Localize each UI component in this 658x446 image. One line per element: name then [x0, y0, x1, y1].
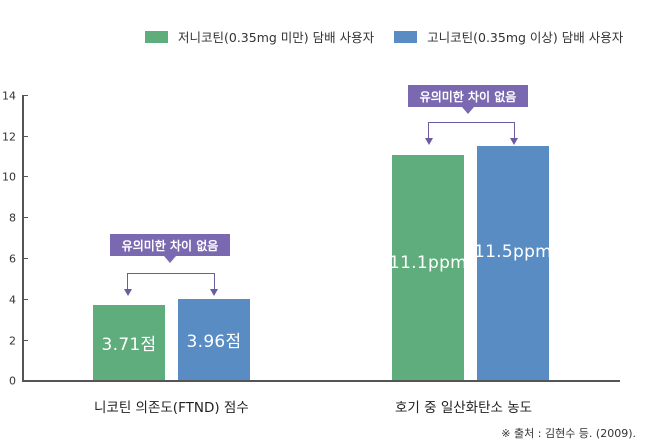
y-tick: [23, 340, 28, 342]
arrow-down-icon: [124, 289, 132, 296]
arrow-down-icon: [510, 138, 518, 145]
legend-swatch-blue: [394, 30, 418, 43]
legend-item-low-nicotine: 저니코틴(0.35mg 미만) 담배 사용자: [145, 27, 374, 46]
y-tick: [23, 136, 28, 138]
callout-text: 유의미한 차이 없음: [419, 89, 517, 104]
y-tick: [23, 95, 28, 97]
legend-label-low-nicotine: 저니코틴(0.35mg 미만) 담배 사용자: [178, 30, 375, 45]
category-label-ftnd: 니코틴 의존도(FTND) 점수: [94, 400, 249, 416]
y-axis: [22, 95, 24, 381]
no-significant-difference-callout-right: 유의미한 차이 없음: [408, 85, 528, 114]
bar-value-label: 3.71점: [101, 335, 157, 355]
arrow-down-icon: [425, 138, 433, 145]
callout-pointer: [164, 256, 176, 263]
y-tick-label: 4: [9, 293, 16, 307]
y-tick-label: 14: [2, 89, 16, 103]
bar-ftnd-low-nicotine: 3.71점: [93, 305, 165, 380]
no-significant-difference-callout-left: 유의미한 차이 없음: [110, 234, 230, 263]
callout-text: 유의미한 차이 없음: [121, 238, 219, 253]
y-tick: [23, 299, 28, 301]
y-tick-label: 2: [9, 334, 16, 348]
y-tick: [23, 217, 28, 219]
y-tick: [23, 258, 28, 260]
bar-co-low-nicotine: 11.1ppm: [388, 155, 468, 380]
comparison-bracket-left: [127, 273, 215, 290]
bar-ftnd-high-nicotine: 3.96점: [178, 299, 250, 380]
bar-value-label: 11.5ppm: [473, 242, 553, 262]
y-tick-label: 6: [9, 252, 16, 266]
arrow-down-icon: [210, 289, 218, 296]
comparison-bracket-right: [428, 122, 515, 139]
y-tick-label: 12: [2, 130, 16, 144]
legend-item-high-nicotine: 고니코틴(0.35mg 이상) 담배 사용자: [394, 27, 623, 46]
bar-value-label: 3.96점: [186, 332, 242, 352]
y-tick-label: 0: [9, 374, 16, 388]
legend-label-high-nicotine: 고니코틴(0.35mg 이상) 담배 사용자: [427, 30, 624, 45]
legend: 저니코틴(0.35mg 미만) 담배 사용자 고니코틴(0.35mg 이상) 담…: [145, 27, 643, 46]
callout-pointer: [462, 107, 474, 114]
bar-co-high-nicotine: 11.5ppm: [473, 146, 553, 380]
y-tick: [23, 176, 28, 178]
y-tick-label: 10: [2, 170, 16, 184]
source-citation: ※ 출처 : 김현수 등. (2009).: [501, 427, 636, 440]
y-tick-label: 8: [9, 211, 16, 225]
legend-swatch-green: [145, 30, 168, 43]
bar-value-label: 11.1ppm: [388, 253, 468, 273]
x-axis: [22, 380, 620, 382]
category-label-co: 호기 중 일산화탄소 농도: [395, 400, 533, 416]
